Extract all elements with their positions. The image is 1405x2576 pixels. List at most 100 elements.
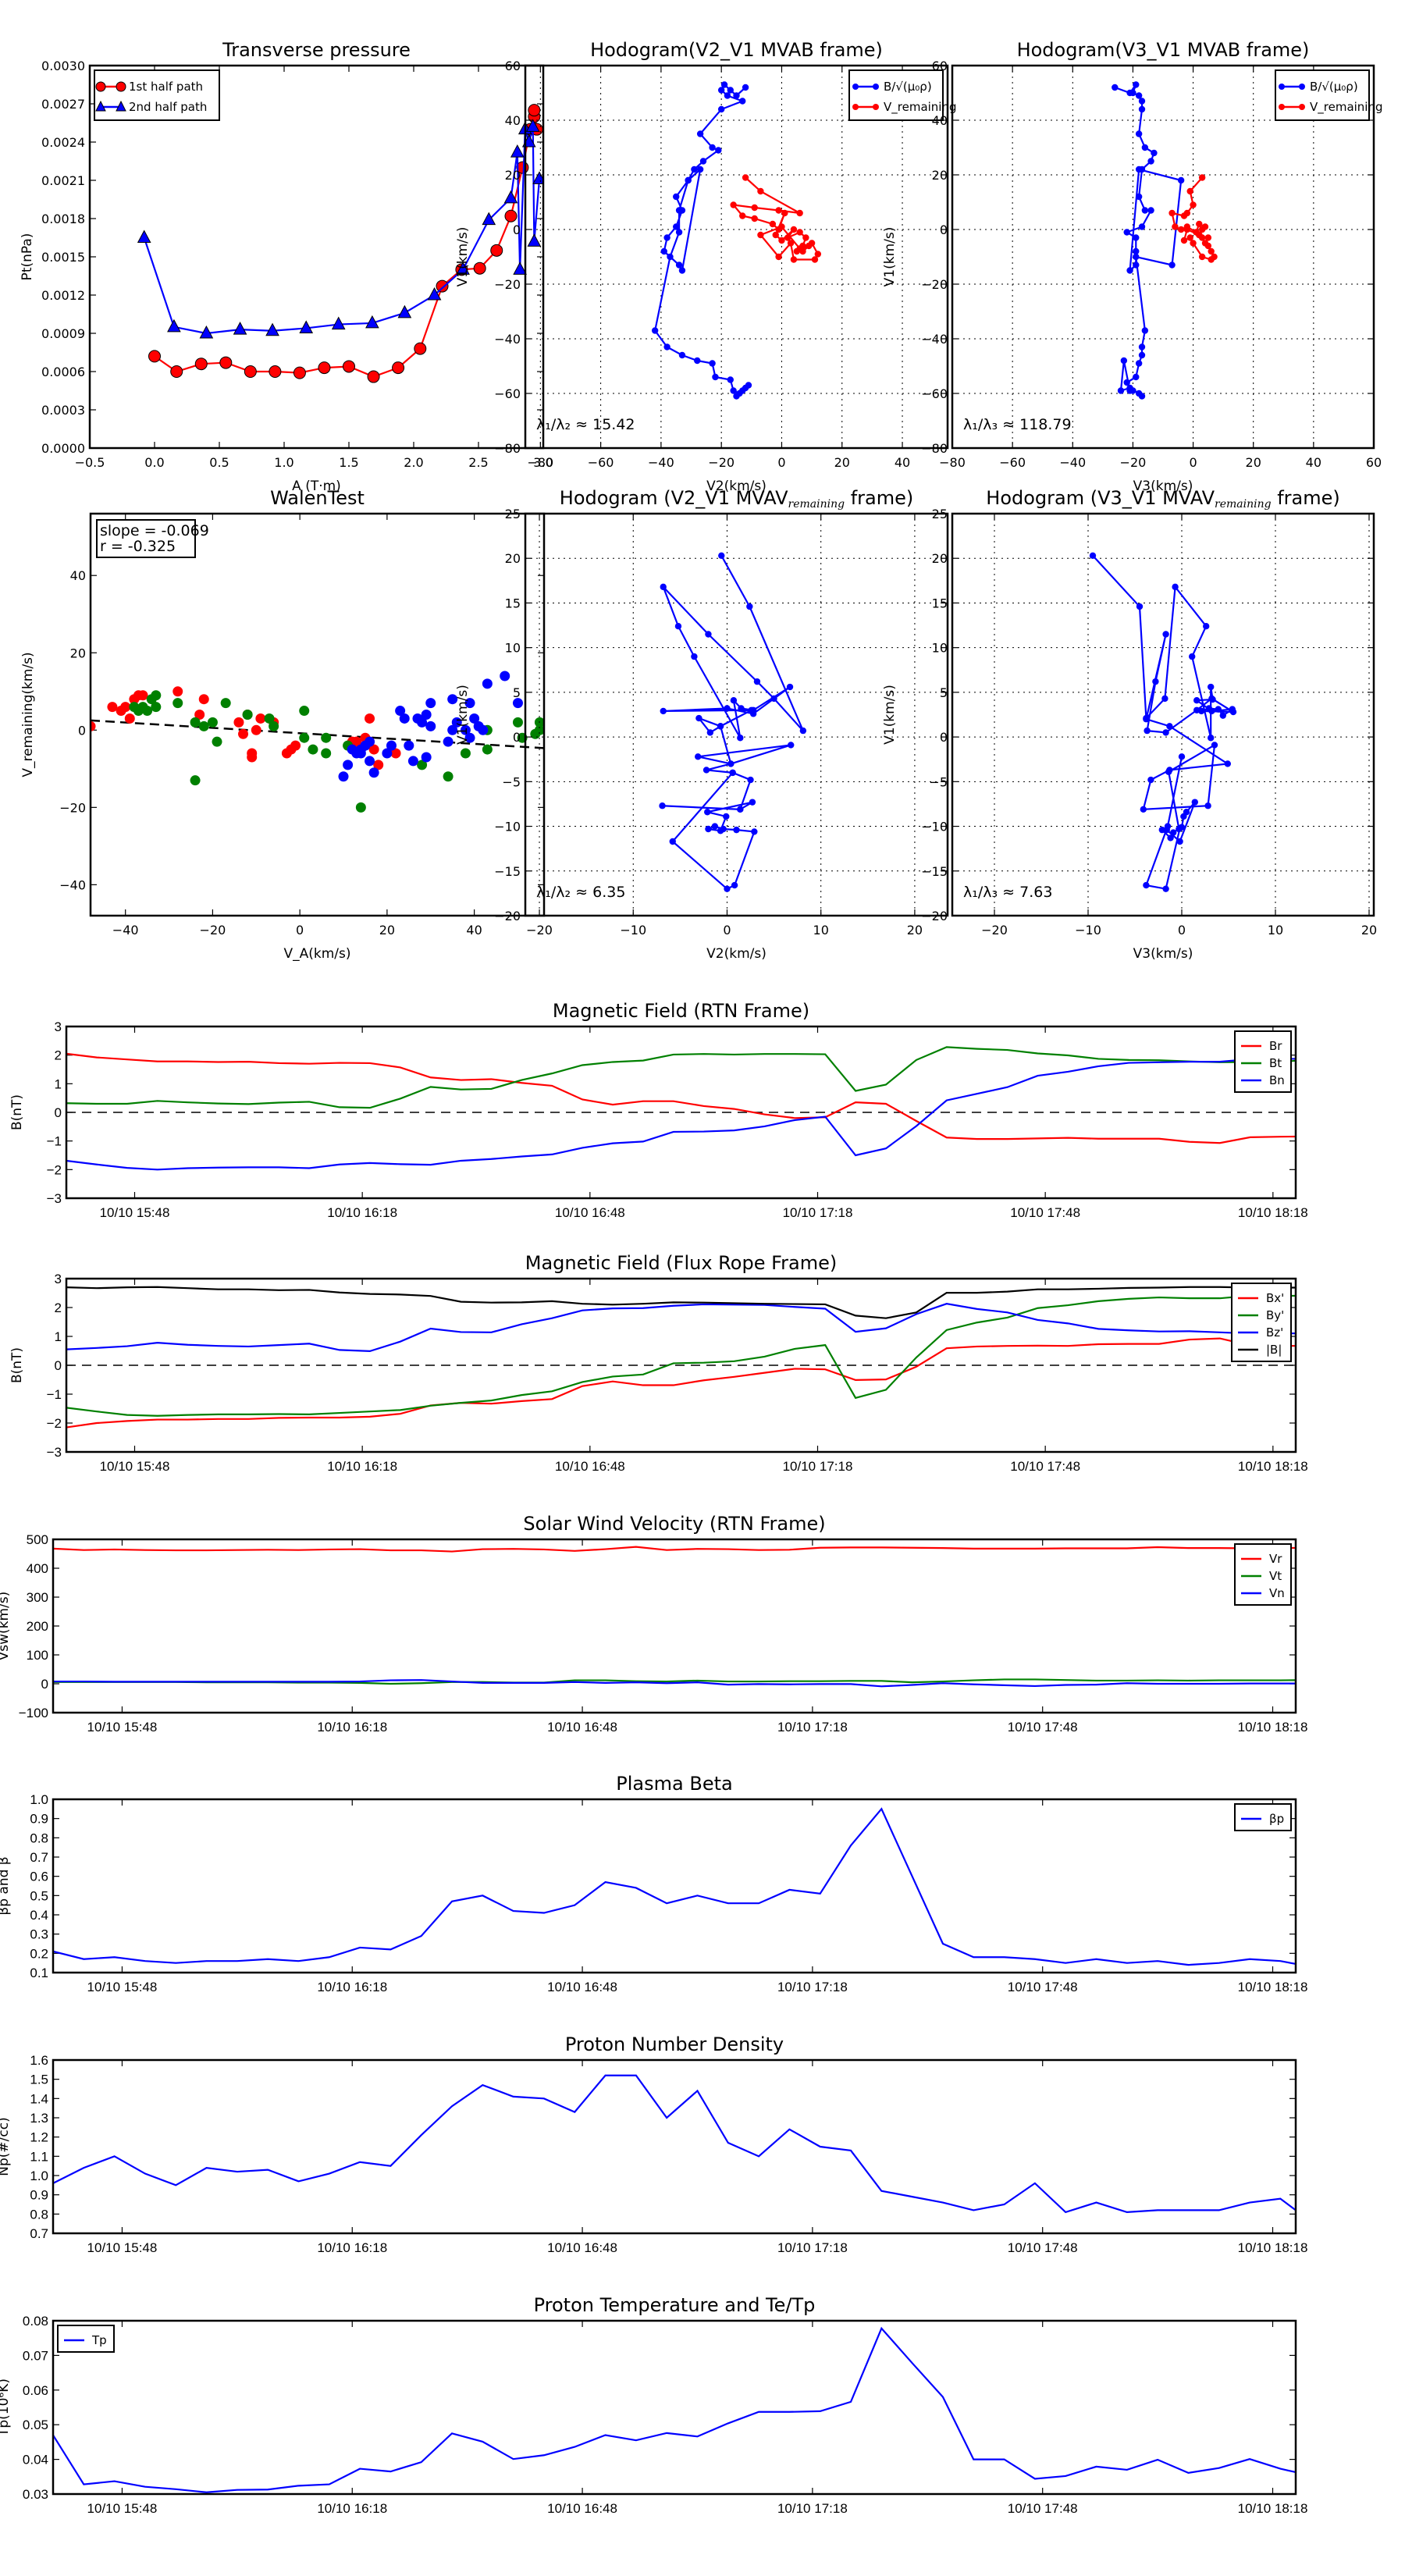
- y-tick-label: 0: [55, 1105, 62, 1120]
- data-point-b: [709, 144, 716, 151]
- y-axis-label: Vsw(km/s): [0, 1592, 12, 1661]
- y-tick-label: 0.0024: [41, 135, 85, 150]
- data-point-green: [355, 802, 366, 813]
- data-point-blue: [447, 724, 458, 735]
- legend-box: [94, 69, 220, 121]
- data-point-v-remaining: [781, 209, 788, 217]
- y-tick-label: 60: [932, 59, 948, 73]
- y-tick-label: −40: [921, 332, 948, 347]
- x-tick-label: 0.5: [209, 455, 229, 470]
- data-point-hodogram: [1143, 881, 1150, 889]
- chart-hodogram-v2v1-mvab: Hodogram(V2_V1 MVAB frame) −80 −60 −40 −20 0 2…: [455, 39, 957, 494]
- data-point-b: [1138, 98, 1146, 105]
- x-tick-label: 10/10 16:48: [547, 2501, 617, 2516]
- x-tick-label: 10/10 17:18: [777, 1720, 848, 1735]
- y-tick-label: 5: [513, 685, 521, 700]
- data-point-v-remaining: [796, 209, 803, 217]
- data-point-blue: [443, 736, 454, 747]
- data-point-red: [107, 702, 118, 713]
- plot-frame: [524, 512, 949, 917]
- data-point-v-remaining: [775, 253, 782, 261]
- data-point-b: [1141, 144, 1149, 151]
- data-point-blue: [447, 694, 458, 705]
- series-line-vr: [53, 1546, 1296, 1553]
- x-tick-label: 0: [723, 923, 731, 938]
- data-point-b: [709, 360, 716, 367]
- data-point-red: [194, 710, 205, 720]
- y-tick-label: 5: [940, 685, 948, 700]
- x-tick-label: 10/10 15:48: [87, 2240, 158, 2255]
- data-point-b: [1120, 357, 1128, 365]
- data-point-blue: [365, 756, 375, 767]
- x-tick-label: 10/10 17:48: [1008, 1980, 1078, 1994]
- y-tick-label: 300: [27, 1590, 48, 1605]
- y-tick-label: 15: [505, 596, 521, 610]
- data-point-2nd-half-path: [137, 229, 151, 243]
- data-point-b: [1138, 105, 1146, 113]
- x-tick-label: 10/10 18:18: [1238, 1720, 1308, 1735]
- y-tick-label: 0: [513, 222, 521, 237]
- data-point-red: [255, 713, 266, 724]
- y-tick-label: 15: [932, 596, 948, 610]
- y-tick-label: 0.5: [30, 1888, 48, 1903]
- plot-area: [66, 1286, 1296, 1429]
- legend-label-vn: Vn: [1269, 1586, 1285, 1600]
- data-point-b: [1123, 229, 1130, 236]
- data-point-hodogram: [1193, 696, 1200, 704]
- x-tick-label: 10/10 17:48: [1010, 1205, 1080, 1220]
- data-point-hodogram: [705, 825, 712, 833]
- series-line-bx: [66, 1337, 1296, 1429]
- y-axis-label: B(nT): [9, 1347, 25, 1383]
- legend-box: [1234, 1543, 1292, 1606]
- x-tick-label: 10/10 16:18: [317, 1720, 387, 1735]
- series-line-br: [66, 1052, 1296, 1144]
- series-line-by: [66, 1294, 1296, 1417]
- data-point-green: [530, 728, 541, 739]
- x-axis-label: V3(km/s): [1133, 946, 1193, 962]
- data-point-hodogram: [1208, 695, 1215, 703]
- data-point-b: [1147, 207, 1154, 214]
- y-tick-label: 20: [505, 551, 521, 566]
- data-point-hodogram: [1162, 729, 1169, 736]
- data-point-hodogram: [749, 799, 756, 806]
- data-point-green: [264, 713, 275, 724]
- plot-frame: [524, 64, 949, 450]
- y-tick-label: 0.07: [23, 2348, 48, 2363]
- data-point-v-remaining: [1196, 220, 1203, 228]
- y-tick-label: 0.2: [30, 1946, 48, 1961]
- plot-frame: [89, 512, 546, 917]
- y-axis-label: Np(#/cc): [0, 2117, 12, 2176]
- data-point-1st-half-path: [293, 366, 306, 379]
- data-point-hodogram: [1136, 603, 1144, 610]
- data-point-blue: [464, 698, 475, 709]
- x-tick-label: −40: [112, 923, 139, 938]
- plot-area: [53, 2074, 1296, 2214]
- data-point-v-remaining: [814, 251, 822, 258]
- plot-area: [53, 2326, 1296, 2493]
- chart-walen-test: WalenTest −40 −20 0 20 40 −40 −20 0 20 40 V_A(km/s)…: [20, 487, 546, 962]
- x-axis-label: V3(km/s): [1133, 479, 1193, 494]
- data-point-v-remaining: [1196, 231, 1203, 239]
- legend-label-vr: Vr: [1269, 1552, 1282, 1566]
- y-tick-label: 0.0018: [41, 212, 85, 226]
- y-tick-label: 1.3: [30, 2111, 48, 2126]
- plot-frame: [65, 1025, 1297, 1200]
- legend-marker-1st-half-path: [116, 81, 126, 92]
- data-point-1st-half-path: [367, 370, 380, 383]
- data-point-hodogram: [705, 631, 712, 638]
- y-tick-label: 40: [70, 568, 86, 583]
- series-line-hodogram: [1092, 555, 1237, 890]
- data-point-v-remaining: [799, 247, 806, 255]
- data-point-hodogram: [720, 825, 727, 833]
- y-tick-label: 400: [27, 1561, 48, 1576]
- data-point-blue: [407, 756, 418, 767]
- y-tick-label: 0.0009: [41, 326, 85, 341]
- y-tick-label: 0.05: [23, 2418, 48, 2432]
- data-point-blue: [464, 732, 475, 743]
- data-point-red: [124, 713, 135, 724]
- series-line-hodogram: [662, 555, 804, 890]
- data-point-hodogram: [737, 806, 744, 813]
- data-point-hodogram: [718, 552, 725, 559]
- plot-frame: [951, 512, 1375, 917]
- y-tick-label: −10: [921, 820, 948, 834]
